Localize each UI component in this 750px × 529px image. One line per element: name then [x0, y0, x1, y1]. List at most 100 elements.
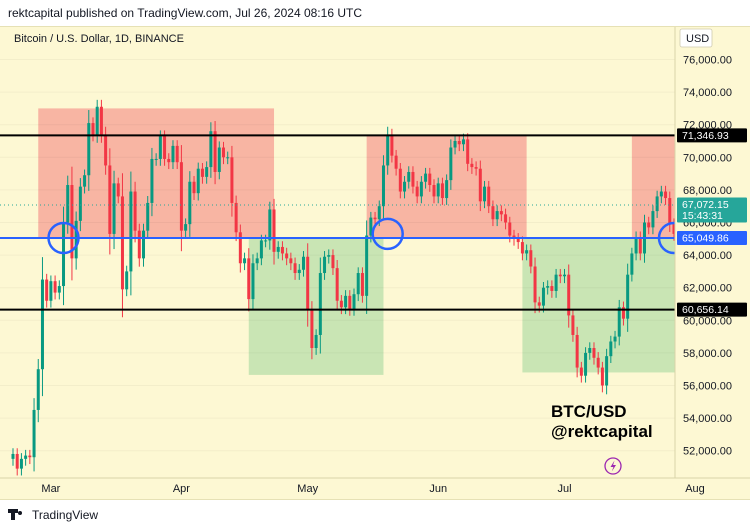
- candle-body[interactable]: [651, 211, 655, 228]
- candle-body[interactable]: [554, 274, 558, 291]
- candle-body[interactable]: [499, 211, 503, 215]
- price-chart[interactable]: Bitcoin / U.S. Dollar, 1D, BINANCE BTC/U…: [0, 27, 750, 501]
- candle-body[interactable]: [255, 258, 259, 264]
- candle-body[interactable]: [655, 196, 659, 212]
- candle-body[interactable]: [605, 356, 609, 386]
- candle-body[interactable]: [495, 211, 499, 220]
- candle-body[interactable]: [154, 158, 158, 160]
- candle-body[interactable]: [120, 196, 124, 290]
- time-axis[interactable]: Mar Apr May Jun Jul Aug: [0, 477, 750, 495]
- candle-body[interactable]: [575, 334, 579, 368]
- candle-body[interactable]: [558, 274, 562, 277]
- candle-body[interactable]: [78, 186, 82, 221]
- candle-body[interactable]: [504, 214, 508, 223]
- candle-body[interactable]: [529, 250, 533, 267]
- candle-body[interactable]: [638, 237, 642, 254]
- chart-area[interactable]: Bitcoin / U.S. Dollar, 1D, BINANCE BTC/U…: [0, 26, 750, 500]
- candle-body[interactable]: [222, 147, 225, 158]
- candle-body[interactable]: [57, 286, 61, 293]
- candle-body[interactable]: [411, 171, 415, 187]
- candle-body[interactable]: [314, 334, 318, 349]
- candle-body[interactable]: [129, 191, 133, 272]
- candle-body[interactable]: [323, 256, 327, 274]
- candle-body[interactable]: [125, 271, 129, 290]
- candle-body[interactable]: [394, 155, 398, 169]
- candle-body[interactable]: [461, 139, 465, 145]
- candle-body[interactable]: [83, 175, 87, 187]
- candle-body[interactable]: [365, 235, 369, 296]
- candle-body[interactable]: [15, 453, 19, 469]
- candle-body[interactable]: [415, 186, 419, 197]
- candle-body[interactable]: [163, 136, 167, 159]
- candle-body[interactable]: [53, 281, 57, 293]
- candle-body[interactable]: [112, 183, 116, 234]
- candle-body[interactable]: [70, 185, 74, 259]
- level-price-tag-2[interactable]: [677, 302, 747, 317]
- candle-body[interactable]: [440, 183, 444, 199]
- candle-body[interactable]: [247, 258, 251, 300]
- candle-body[interactable]: [264, 240, 268, 242]
- candle-body[interactable]: [238, 232, 242, 264]
- candle-body[interactable]: [571, 315, 575, 335]
- candle-body[interactable]: [289, 258, 293, 264]
- candle-body[interactable]: [634, 237, 638, 254]
- candle-body[interactable]: [251, 263, 255, 300]
- candle-body[interactable]: [301, 256, 305, 270]
- candle-body[interactable]: [537, 302, 541, 306]
- candle-body[interactable]: [668, 198, 672, 225]
- candle-body[interactable]: [483, 186, 487, 202]
- candle-body[interactable]: [196, 168, 200, 194]
- candle-body[interactable]: [142, 230, 146, 259]
- candle-body[interactable]: [146, 202, 150, 231]
- candle-body[interactable]: [158, 136, 162, 159]
- candle-body[interactable]: [369, 217, 373, 236]
- candle-body[interactable]: [457, 141, 461, 145]
- candle-body[interactable]: [188, 181, 192, 225]
- candle-body[interactable]: [318, 273, 322, 335]
- candle-body[interactable]: [74, 220, 78, 259]
- candle-body[interactable]: [550, 286, 554, 291]
- candle-body[interactable]: [398, 168, 402, 192]
- highlight-circle-0[interactable]: [47, 221, 80, 255]
- candle-body[interactable]: [424, 173, 428, 182]
- candle-body[interactable]: [230, 157, 234, 203]
- candle-body[interactable]: [588, 348, 592, 353]
- candle-body[interactable]: [516, 238, 520, 243]
- candle-body[interactable]: [306, 256, 310, 311]
- candle-body[interactable]: [567, 274, 571, 316]
- candle-body[interactable]: [280, 246, 284, 254]
- footer-brand[interactable]: TradingView: [32, 507, 99, 522]
- candle-body[interactable]: [234, 202, 238, 233]
- candle-body[interactable]: [268, 209, 272, 241]
- candle-body[interactable]: [621, 307, 625, 319]
- candle-body[interactable]: [116, 183, 120, 197]
- candle-body[interactable]: [66, 185, 70, 223]
- candle-body[interactable]: [596, 357, 600, 368]
- candle-body[interactable]: [331, 255, 335, 269]
- candle-body[interactable]: [407, 171, 411, 182]
- candle-body[interactable]: [390, 134, 394, 156]
- candle-body[interactable]: [327, 255, 331, 257]
- candle-body[interactable]: [466, 139, 470, 164]
- candle-body[interactable]: [348, 295, 352, 309]
- candle-body[interactable]: [36, 369, 40, 410]
- currency-badge[interactable]: [679, 28, 713, 48]
- level-price-tag-1[interactable]: [677, 230, 747, 245]
- candle-body[interactable]: [352, 294, 356, 309]
- candle-body[interactable]: [609, 341, 613, 357]
- candle-body[interactable]: [184, 224, 188, 231]
- resistance-zone-0[interactable]: [38, 108, 275, 238]
- candle-body[interactable]: [167, 158, 171, 163]
- candle-body[interactable]: [293, 263, 297, 274]
- candle-body[interactable]: [40, 279, 44, 370]
- level-price-tag-0[interactable]: [677, 128, 747, 143]
- candle-body[interactable]: [171, 145, 175, 163]
- candle-body[interactable]: [99, 106, 103, 135]
- candle-body[interactable]: [339, 300, 343, 308]
- candle-body[interactable]: [487, 186, 491, 207]
- candle-body[interactable]: [520, 242, 524, 254]
- candle-body[interactable]: [403, 181, 407, 192]
- candle-body[interactable]: [24, 455, 28, 459]
- candle-body[interactable]: [428, 173, 432, 186]
- candle-body[interactable]: [259, 240, 263, 259]
